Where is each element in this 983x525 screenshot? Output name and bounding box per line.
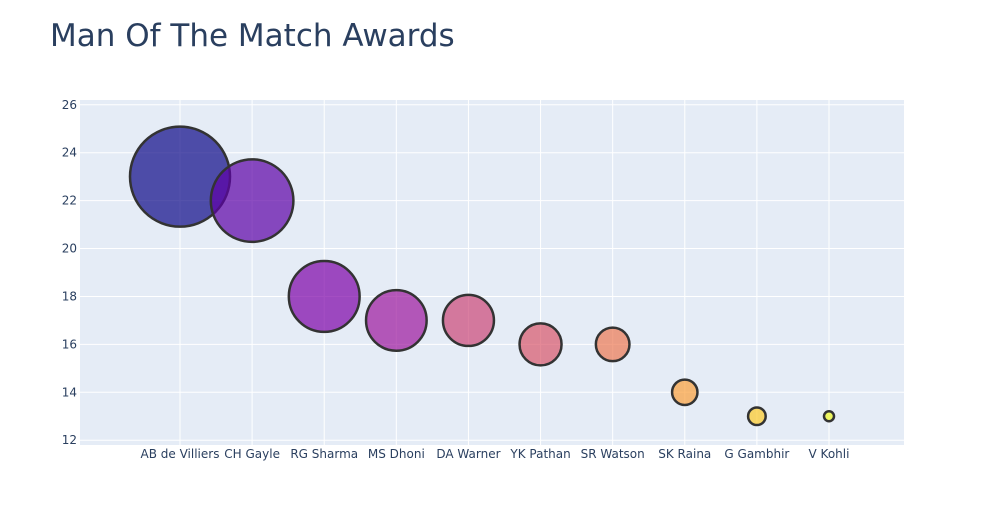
bubble-ch-gayle[interactable] xyxy=(209,158,295,244)
bubble-v-kohli[interactable] xyxy=(822,410,836,423)
y-tick-label: 20 xyxy=(62,242,77,256)
x-tick-label: AB de Villiers xyxy=(141,447,220,461)
bubble-ms-dhoni[interactable] xyxy=(364,288,428,352)
x-tick-label: SR Watson xyxy=(581,447,645,461)
x-tick-label: SK Raina xyxy=(658,447,711,461)
bubble-yk-pathan[interactable] xyxy=(518,322,563,367)
x-tick-label: V Kohli xyxy=(809,447,850,461)
x-tick-label: G Gambhir xyxy=(724,447,789,461)
y-tick-label: 24 xyxy=(62,146,77,160)
bubbles xyxy=(128,125,836,427)
y-tick-label: 18 xyxy=(62,289,77,303)
y-tick-label: 12 xyxy=(62,433,77,447)
x-tick-label: MS Dhoni xyxy=(368,447,425,461)
y-tick-label: 22 xyxy=(62,194,77,208)
x-tick-label: CH Gayle xyxy=(224,447,280,461)
y-tick-label: 14 xyxy=(62,385,77,399)
bubble-sk-raina[interactable] xyxy=(670,378,699,407)
y-tick-label: 26 xyxy=(62,98,77,112)
bubble-da-warner[interactable] xyxy=(441,293,496,348)
bubble-sr-watson[interactable] xyxy=(594,326,631,363)
x-tick-label: DA Warner xyxy=(436,447,500,461)
bubble-rg-sharma[interactable] xyxy=(287,259,361,334)
y-axis-ticks: 12 14 16 18 20 22 24 26 xyxy=(62,98,77,447)
y-tick-label: 16 xyxy=(62,337,77,351)
x-tick-label: YK Pathan xyxy=(509,447,570,461)
chart-title: Man Of The Match Awards xyxy=(50,18,455,54)
x-axis-ticks: AB de Villiers CH Gayle RG Sharma MS Dhoni D… xyxy=(141,447,850,461)
bubble-g-gambhir[interactable] xyxy=(746,406,767,427)
x-tick-label: RG Sharma xyxy=(290,447,358,461)
